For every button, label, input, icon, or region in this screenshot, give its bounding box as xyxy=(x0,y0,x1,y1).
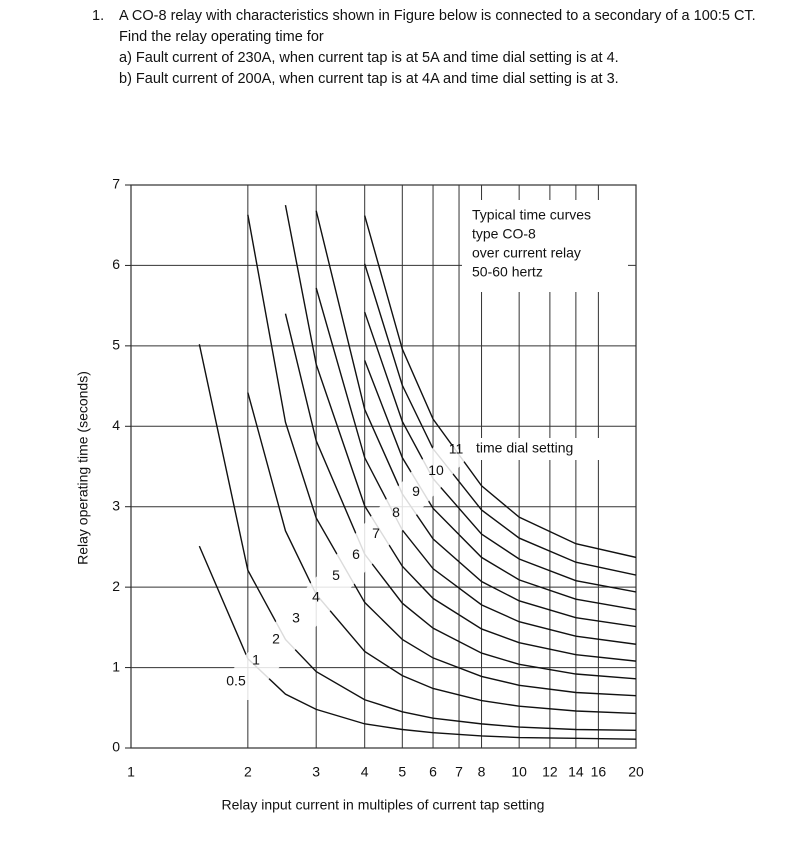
question-text: A CO-8 relay with characteristics shown … xyxy=(119,8,756,45)
curve xyxy=(198,545,637,740)
curve-label: 3 xyxy=(292,609,300,625)
curve xyxy=(247,214,637,697)
curve-label: 9 xyxy=(412,483,420,499)
curve-label: 8 xyxy=(392,504,400,520)
info-line: 50-60 hertz xyxy=(472,264,543,280)
curve xyxy=(364,311,637,593)
y-tick-label: 3 xyxy=(112,497,120,513)
info-line: type CO-8 xyxy=(472,226,536,242)
y-tick-label: 6 xyxy=(112,256,120,272)
info-line: over current relay xyxy=(472,245,581,261)
y-tick-label: 0 xyxy=(112,739,120,755)
curve-label: 10 xyxy=(428,462,444,478)
x-tick-label: 10 xyxy=(511,764,527,780)
info-line: Typical time curves xyxy=(472,207,591,223)
curve-label: 1 xyxy=(252,652,260,668)
y-tick-label: 1 xyxy=(112,658,120,674)
curve-label: 0.5 xyxy=(226,673,246,689)
curve-label: 2 xyxy=(272,631,280,647)
x-tick-label: 20 xyxy=(628,764,644,780)
x-tick-label: 2 xyxy=(244,764,252,780)
question-item: b) Fault current of 200A, when current t… xyxy=(119,71,619,87)
x-tick-label: 5 xyxy=(398,764,406,780)
curve xyxy=(198,344,637,732)
curve xyxy=(284,204,637,662)
y-tick-label: 5 xyxy=(112,337,120,353)
curve xyxy=(247,392,637,715)
question: 1. A CO-8 relay with characteristics sho… xyxy=(92,6,772,90)
x-tick-label: 16 xyxy=(591,764,607,780)
question-body: A CO-8 relay with characteristics shown … xyxy=(119,6,772,90)
x-tick-label: 4 xyxy=(361,764,369,780)
question-item: a) Fault current of 230A, when current t… xyxy=(119,50,619,66)
curve-label: 7 xyxy=(372,525,380,541)
curve xyxy=(284,313,637,680)
x-tick-label: 14 xyxy=(568,764,584,780)
caption-bg xyxy=(470,438,600,460)
curve-label: 4 xyxy=(312,588,320,604)
curve xyxy=(364,215,637,559)
x-tick-label: 6 xyxy=(429,764,437,780)
y-tick-label: 4 xyxy=(112,417,120,433)
x-tick-label: 1 xyxy=(127,764,135,780)
x-tick-label: 12 xyxy=(542,764,558,780)
curve xyxy=(315,210,637,628)
y-tick-label: 7 xyxy=(112,176,120,192)
label-band xyxy=(205,440,470,700)
x-tick-label: 7 xyxy=(455,764,463,780)
curve xyxy=(364,360,637,611)
curve xyxy=(315,287,637,645)
curve-label: 5 xyxy=(332,567,340,583)
x-tick-label: 8 xyxy=(478,764,486,780)
curve xyxy=(364,263,637,576)
info-box xyxy=(462,200,628,292)
y-axis-label: Relay operating time (seconds) xyxy=(75,371,91,565)
y-tick-label: 2 xyxy=(112,578,120,594)
curve-label: 11 xyxy=(449,441,464,457)
series-caption: time dial setting xyxy=(476,440,573,456)
x-axis-label: Relay input current in multiples of curr… xyxy=(222,797,545,813)
x-tick-label: 3 xyxy=(312,764,320,780)
question-number: 1. xyxy=(92,8,105,24)
curve-label: 6 xyxy=(352,546,360,562)
